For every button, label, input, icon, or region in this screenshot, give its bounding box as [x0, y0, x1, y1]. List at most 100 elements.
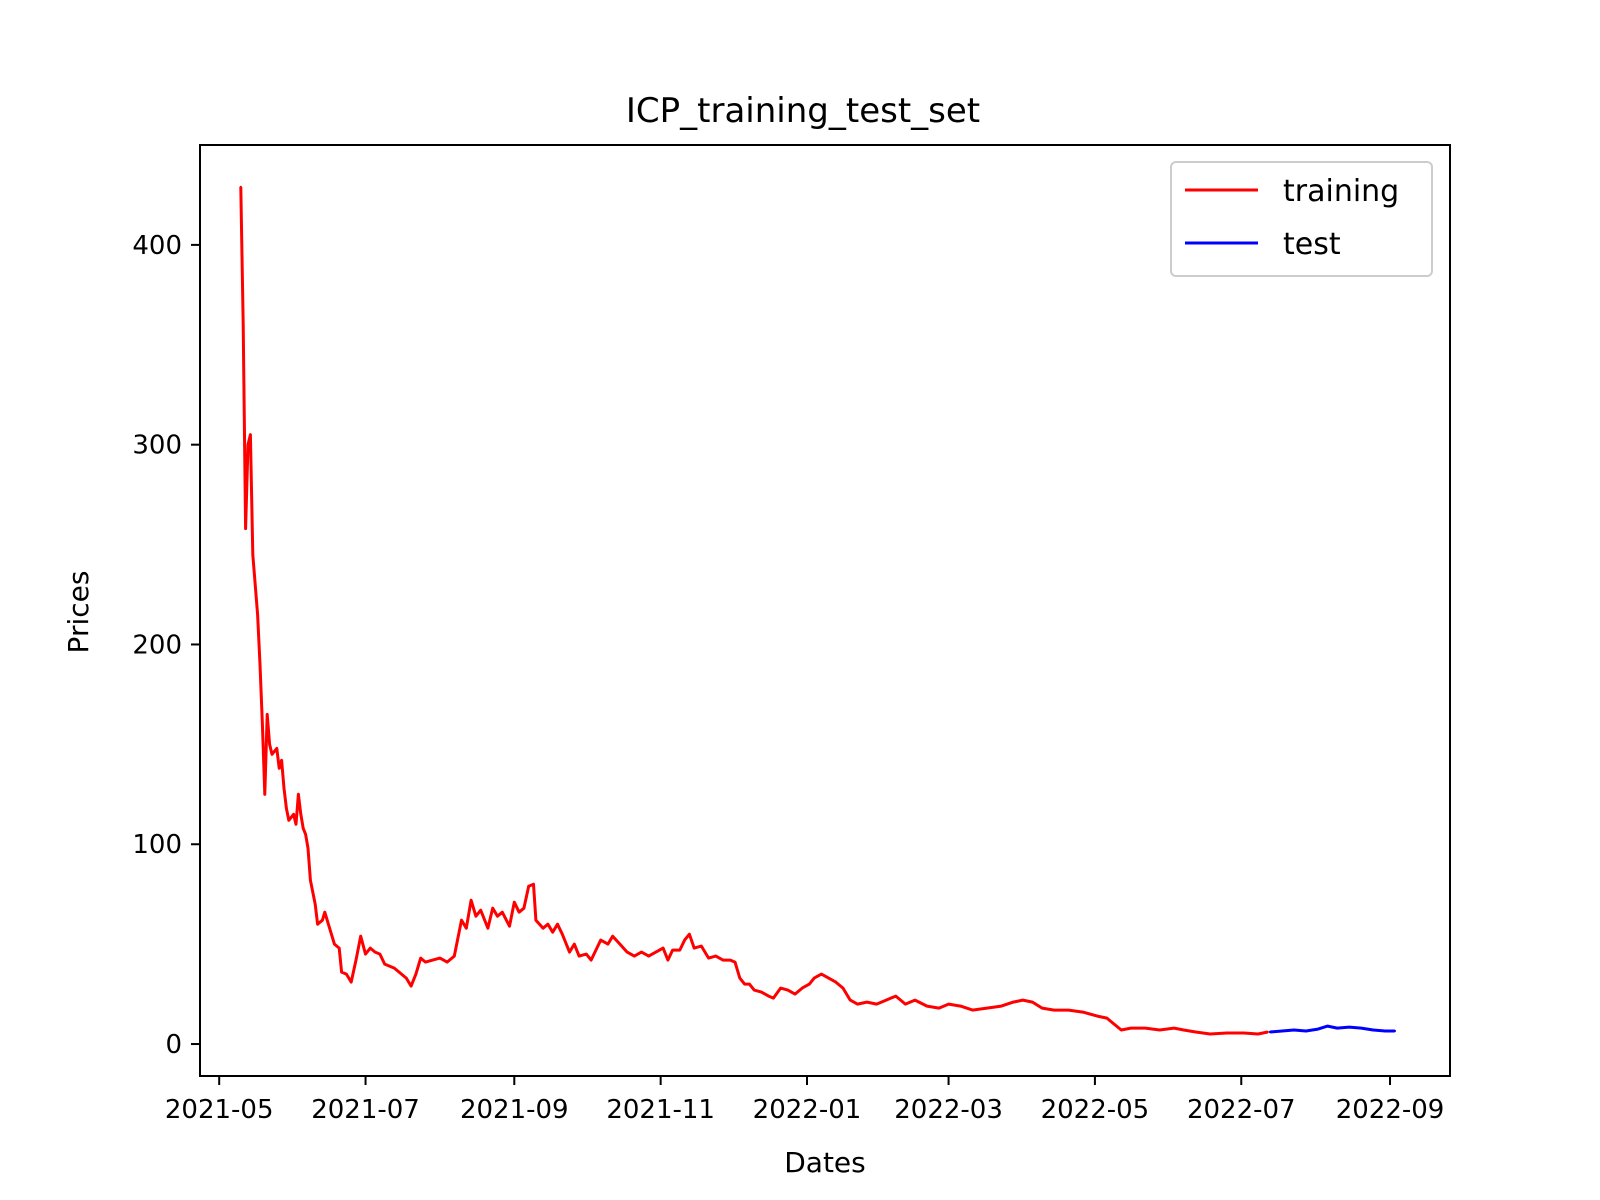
data-point-training [865, 1000, 869, 1004]
data-point-training [383, 962, 386, 966]
data-point-training [556, 923, 559, 926]
data-point-training [328, 927, 331, 930]
data-point-training [793, 992, 797, 996]
data-point-training [1031, 1000, 1034, 1004]
data-point-training [1081, 1010, 1085, 1014]
data-point-training [287, 819, 290, 822]
data-point-training [904, 1002, 907, 1006]
data-point-training [947, 1002, 950, 1006]
data-point-training [299, 813, 302, 816]
data-point-training [333, 942, 336, 946]
x-tick-label: 2021-11 [606, 1095, 715, 1125]
data-point-training [688, 933, 691, 936]
data-point-test [1336, 1026, 1339, 1030]
data-point-training [568, 950, 571, 954]
data-point-training [369, 946, 372, 950]
data-point-training [249, 433, 252, 436]
data-point-training [1096, 1014, 1099, 1018]
plot-area [239, 185, 1397, 1036]
data-point-training [841, 986, 845, 990]
y-axis-title: Prices [62, 571, 95, 654]
data-point-training [856, 1002, 859, 1006]
data-point-training [513, 901, 516, 904]
x-tick-label: 2022-05 [1041, 1095, 1150, 1125]
data-point-training [527, 885, 530, 888]
data-point-training [1194, 1030, 1197, 1034]
data-point-training [671, 948, 674, 952]
data-point-training [268, 743, 271, 746]
data-point-training [517, 911, 521, 914]
data-point-training [479, 909, 482, 912]
data-point-training [633, 954, 636, 958]
x-tick-label: 2022-03 [894, 1095, 1003, 1125]
data-point-training [419, 956, 422, 960]
data-point-training [707, 956, 710, 960]
data-point-training [733, 960, 737, 964]
data-point-training [321, 919, 324, 922]
data-point-test [1280, 1029, 1284, 1033]
data-point-training [244, 527, 247, 530]
data-point-training [971, 1008, 974, 1012]
data-point-training [577, 954, 581, 958]
data-point-training [820, 972, 823, 976]
data-point-training [438, 956, 442, 960]
data-point-training [1021, 998, 1025, 1002]
data-point-training [534, 919, 538, 922]
data-point-training [786, 988, 789, 992]
data-point-training [654, 950, 658, 954]
data-point-training [1144, 1026, 1147, 1030]
data-point-training [304, 833, 307, 836]
y-tick-label: 400 [132, 231, 182, 261]
data-point-training [388, 964, 391, 968]
data-point-training [409, 984, 413, 988]
data-point-test [1292, 1028, 1296, 1032]
axes-frame [199, 144, 1451, 1077]
data-point-training [625, 950, 629, 954]
data-point-training [302, 827, 305, 830]
x-tick-label: 2022-09 [1336, 1095, 1445, 1125]
data-point-training [589, 958, 593, 962]
data-point-training [465, 927, 468, 930]
data-point-training [445, 960, 449, 964]
data-point-training [721, 958, 725, 962]
data-point-training [405, 976, 408, 980]
data-point-training [748, 982, 751, 986]
x-axis-title: Dates [784, 1146, 866, 1179]
data-point-training [894, 994, 897, 998]
x-tick-label: 2022-07 [1187, 1095, 1296, 1125]
data-point-training [340, 970, 343, 974]
data-point-training [1112, 1022, 1116, 1026]
data-point-training [350, 980, 353, 984]
chart-title: ICP_training_test_set [626, 91, 980, 131]
data-point-training [393, 966, 396, 970]
data-point-training [491, 907, 494, 910]
data-point-training [309, 879, 312, 882]
data-point-training [431, 958, 434, 962]
data-point-training [827, 976, 830, 980]
series-line-test [1269, 1024, 1395, 1034]
data-point-training [925, 1004, 929, 1008]
data-point-training [263, 793, 266, 796]
data-point-training [561, 933, 564, 936]
data-point-training [292, 813, 295, 816]
data-point-test [1268, 1030, 1272, 1034]
data-point-training [743, 982, 746, 986]
data-point-training [522, 907, 526, 910]
data-point-training [1105, 1016, 1109, 1020]
data-point-test [1316, 1027, 1320, 1031]
data-point-training [1040, 1006, 1044, 1010]
data-point-training [1000, 1004, 1003, 1008]
data-point-training [323, 911, 326, 914]
data-point-training [397, 970, 401, 974]
data-point-training [297, 793, 300, 796]
data-point-training [280, 759, 283, 762]
data-point-training [1182, 1028, 1185, 1032]
data-point-training [1120, 1028, 1123, 1032]
data-point-training [959, 1004, 962, 1008]
y-tick-label: 300 [132, 431, 182, 461]
data-point-training [640, 950, 643, 954]
data-point-training [551, 931, 554, 934]
data-point-training [714, 954, 717, 958]
data-point-training [314, 903, 317, 906]
